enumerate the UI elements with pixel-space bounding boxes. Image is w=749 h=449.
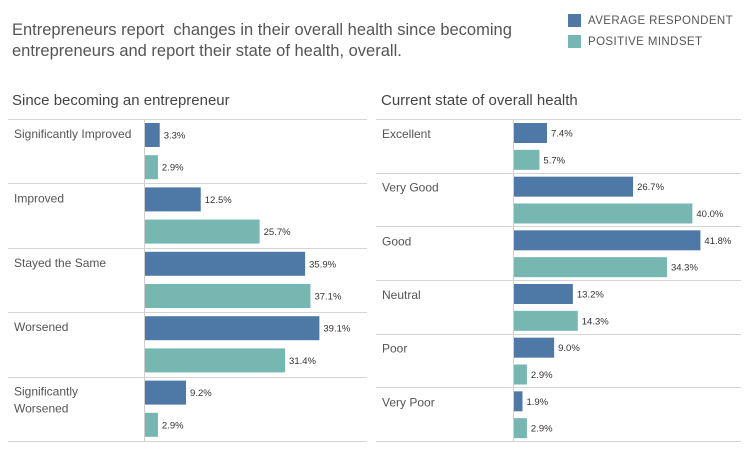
right-value-label-positive-neutral: 14.3% — [582, 316, 609, 327]
right-bar-average-poor — [514, 337, 555, 358]
right-value-label-average-very-good: 26.7% — [637, 182, 664, 193]
left-category-label-stayed-the-same: Stayed the Same — [14, 256, 106, 270]
right-bar-positive-poor — [514, 364, 527, 385]
legend-label-average: AVERAGE RESPONDENT — [588, 14, 734, 27]
right-bar-positive-good — [514, 257, 667, 278]
left-bar-positive-improved — [145, 219, 260, 244]
right-value-label-average-very-poor: 1.9% — [526, 397, 548, 408]
right-value-label-positive-good: 34.3% — [671, 263, 698, 274]
left-value-label-average-significantly-improved: 3.3% — [164, 131, 186, 142]
left-value-label-positive-stayed-the-same: 37.1% — [314, 292, 341, 303]
right-bar-average-very-poor — [514, 391, 523, 412]
left-panel-title: Since becoming an entrepreneur — [12, 92, 230, 109]
legend-item-positive[interactable]: POSITIVE MINDSET — [568, 31, 733, 52]
left-category-label-significantly-worsened: Significantly Worsened — [14, 385, 78, 416]
right-bar-average-excellent — [514, 123, 548, 143]
legend-swatch-average — [568, 14, 581, 27]
left-bar-positive-worsened — [145, 348, 286, 373]
right-value-label-positive-excellent: 5.7% — [543, 155, 565, 166]
left-value-label-positive-significantly-worsened: 2.9% — [162, 420, 184, 431]
left-bar-average-significantly-improved — [145, 123, 160, 147]
right-value-label-average-poor: 9.0% — [558, 343, 580, 354]
legend-item-average[interactable]: AVERAGE RESPONDENT — [568, 10, 733, 31]
right-bar-positive-very-poor — [514, 418, 527, 439]
left-category-label-worsened: Worsened — [14, 320, 68, 334]
right-bar-positive-very-good — [514, 203, 693, 224]
chart-title: Entrepreneurs report changes in their ov… — [12, 21, 517, 60]
right-panel-title: Current state of overall health — [381, 92, 578, 109]
left-value-label-average-stayed-the-same: 35.9% — [309, 259, 336, 270]
left-bar-positive-significantly-improved — [145, 155, 158, 180]
legend-label-positive: POSITIVE MINDSET — [588, 35, 703, 48]
left-value-label-positive-worsened: 31.4% — [289, 356, 316, 367]
right-bar-average-very-good — [514, 176, 634, 197]
left-bar-average-improved — [145, 187, 201, 212]
left-bar-average-worsened — [145, 316, 320, 341]
legend-swatch-positive — [568, 35, 581, 48]
right-bar-positive-neutral — [514, 310, 578, 331]
left-bar-average-stayed-the-same — [145, 251, 306, 276]
left-bar-positive-significantly-worsened — [145, 412, 158, 437]
right-value-label-average-neutral: 13.2% — [577, 290, 604, 301]
left-category-label-improved: Improved — [14, 191, 64, 205]
left-bar-average-significantly-worsened — [145, 380, 187, 405]
right-value-label-average-excellent: 7.4% — [551, 129, 573, 140]
right-category-label-very-poor: Very Poor — [382, 395, 435, 409]
right-bar-average-neutral — [514, 284, 573, 304]
left-category-label-significantly-improved: Significantly Improved — [14, 127, 131, 141]
right-value-label-positive-very-poor: 2.9% — [531, 424, 553, 435]
left-bar-positive-stayed-the-same — [145, 284, 311, 308]
right-category-label-excellent: Excellent — [382, 127, 431, 141]
right-category-label-very-good: Very Good — [382, 181, 439, 195]
right-value-label-positive-very-good: 40.0% — [696, 209, 723, 220]
right-category-label-poor: Poor — [382, 342, 407, 356]
left-value-label-average-improved: 12.5% — [205, 195, 232, 206]
left-value-label-positive-improved: 25.7% — [264, 227, 291, 238]
left-value-label-positive-significantly-improved: 2.9% — [162, 163, 184, 174]
right-value-label-average-good: 41.8% — [704, 236, 731, 247]
right-value-label-positive-poor: 2.9% — [531, 370, 553, 381]
right-bar-average-good — [514, 230, 701, 251]
left-value-label-average-worsened: 39.1% — [323, 324, 350, 335]
legend: AVERAGE RESPONDENT POSITIVE MINDSET — [568, 10, 733, 52]
right-category-label-good: Good — [382, 234, 411, 248]
left-value-label-average-significantly-worsened: 9.2% — [190, 388, 212, 399]
right-category-label-neutral: Neutral — [382, 288, 421, 302]
right-bar-positive-excellent — [514, 149, 540, 170]
